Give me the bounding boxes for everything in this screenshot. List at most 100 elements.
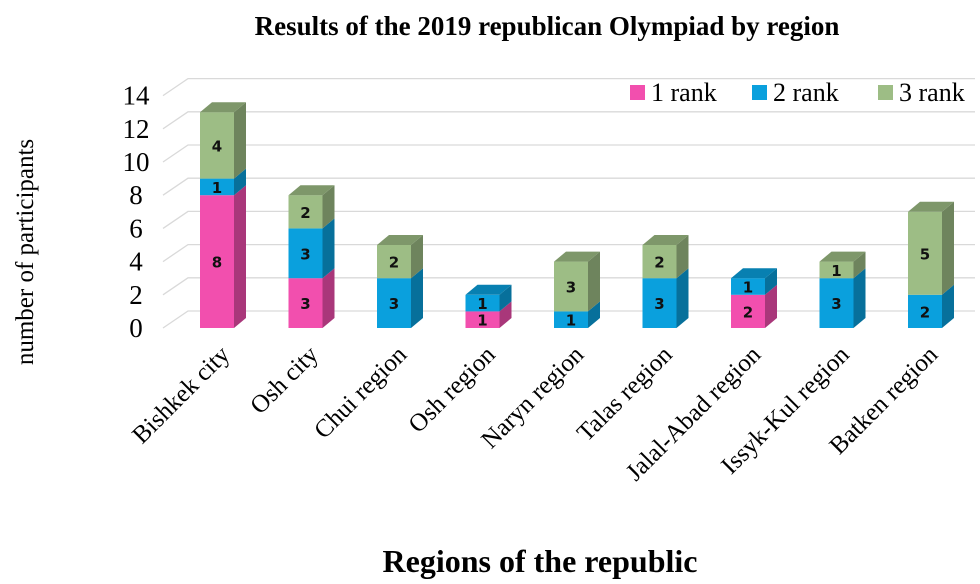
bar-talas-region-3-rank	[642, 245, 677, 279]
data-label-osh-city-2-rank: 3	[300, 245, 310, 263]
legend-label-2-rank: 2 rank	[773, 78, 839, 107]
bar-naryn-region-3-rank-top	[554, 251, 600, 262]
gridlines	[162, 77, 975, 329]
gridline-10	[162, 144, 975, 163]
bar-chui-region-3-rank	[377, 245, 411, 279]
bar-talas-region-2-rank-side	[676, 268, 689, 328]
y-axis-label: number of participants	[12, 139, 39, 365]
data-label-naryn-region-3-rank: 3	[566, 279, 576, 297]
x-tick-bishkek-city: Bishkek city	[127, 341, 235, 449]
bar-batken-region-3-rank	[908, 211, 942, 295]
bar-batken-region-2-rank	[908, 294, 942, 328]
y-tick-6: 6	[129, 213, 143, 243]
bar-osh-region-2-rank-side	[499, 284, 512, 312]
data-label-jalal-abad-region-1-rank: 2	[743, 303, 753, 321]
gridline-4	[162, 243, 975, 263]
bar-jalal-abad-region-2-rank-top	[731, 268, 777, 279]
data-label-talas-region-3-rank: 2	[654, 254, 664, 272]
gridline-12	[162, 111, 975, 130]
bar-osh-region-1-rank-side	[499, 301, 512, 328]
data-label-bishkek-city-2-rank: 1	[212, 179, 222, 197]
gridline-6	[162, 210, 975, 229]
chart-title: Results of the 2019 republican Olympiad …	[255, 11, 840, 41]
data-label-bishkek-city-1-rank: 8	[212, 254, 222, 272]
bar-group-issyk-kul-region: 31	[819, 251, 866, 328]
data-label-naryn-region-2-rank: 1	[566, 312, 576, 330]
bar-osh-region-1-rank	[465, 311, 500, 328]
data-label-osh-region-1-rank: 1	[477, 312, 487, 330]
data-label-issyk-kul-region-2-rank: 3	[831, 295, 841, 313]
bar-jalal-abad-region-2-rank-side	[765, 268, 777, 295]
data-label-osh-region-2-rank: 1	[477, 295, 487, 313]
legend-label-1-rank: 1 rank	[651, 78, 717, 107]
y-tick-10: 10	[123, 147, 150, 177]
data-label-osh-city-3-rank: 2	[300, 204, 310, 222]
y-tick-12: 12	[123, 114, 150, 144]
bar-jalal-abad-region-1-rank	[731, 294, 765, 328]
bar-osh-city-1-rank-side	[322, 268, 335, 328]
y-tick-4: 4	[129, 247, 143, 277]
bar-bishkek-city-3-rank-top	[200, 102, 246, 113]
bar-group-osh-city: 3 3 2	[288, 185, 335, 328]
data-label-issyk-kul-region-3-rank: 1	[831, 262, 841, 280]
bar-bishkek-city-3-rank-side	[234, 102, 246, 179]
bar-jalal-abad-region-2-rank	[731, 278, 765, 295]
bar-issyk-kul-region-3-rank-top	[819, 251, 866, 262]
data-label-bishkek-city-3-rank: 4	[212, 137, 222, 155]
bar-osh-region-2-rank-top	[465, 284, 512, 295]
x-tick-chui-region: Chui region	[309, 341, 412, 444]
legend: 1 rank 2 rank 3 rank	[630, 78, 965, 107]
gridline-14	[162, 77, 975, 97]
bar-batken-region-3-rank-top	[908, 201, 954, 212]
bar-group-talas-region: 32	[642, 235, 689, 328]
bar-naryn-region-2-rank-side	[588, 301, 600, 328]
bar-group-batken-region: 25	[908, 201, 954, 328]
legend-label-3-rank: 3 rank	[899, 78, 965, 107]
bar-issyk-kul-region-3-rank-side	[853, 251, 866, 279]
bar-chui-region-2-rank-side	[411, 268, 423, 328]
bar-group-naryn-region: 13	[554, 251, 600, 330]
x-axis-label: Regions of the republic	[383, 543, 698, 579]
bar-naryn-region-3-rank	[554, 261, 588, 312]
bar-osh-city-3-rank-top	[288, 185, 335, 196]
bar-group-jalal-abad-region: 21	[731, 268, 777, 328]
bar-talas-region-2-rank	[642, 278, 677, 328]
gridline-2	[162, 277, 975, 296]
legend-swatch-3-rank	[878, 85, 893, 100]
bar-group-bishkek-city: 8 1 4	[200, 102, 246, 328]
bar-osh-city-1-rank	[288, 278, 323, 328]
bar-chui-region-2-rank	[377, 278, 411, 328]
bar-group-chui-region: 32	[377, 235, 423, 328]
data-label-batken-region-3-rank: 5	[920, 245, 930, 263]
y-tick-8: 8	[129, 180, 143, 210]
bar-bishkek-city-1-rank-side	[234, 185, 246, 328]
bar-issyk-kul-region-3-rank	[819, 261, 854, 279]
x-tick-osh-city: Osh city	[245, 341, 324, 420]
bar-osh-region-2-rank	[465, 294, 500, 312]
data-label-chui-region-2-rank: 3	[389, 295, 399, 313]
bar-issyk-kul-region-2-rank	[819, 278, 854, 328]
bar-osh-city-2-rank	[288, 228, 323, 279]
bar-chui-region-3-rank-top	[377, 235, 423, 245]
bar-bishkek-city-2-rank-side	[234, 168, 246, 196]
data-label-chui-region-3-rank: 2	[389, 254, 399, 272]
bar-naryn-region-3-rank-side	[588, 251, 600, 312]
bar-bishkek-city-1-rank	[200, 195, 234, 328]
y-tick-0: 0	[129, 313, 143, 343]
bar-batken-region-2-rank-side	[942, 284, 954, 328]
bar-osh-city-3-rank-side	[322, 185, 335, 229]
y-tick-2: 2	[129, 280, 143, 310]
bar-group-osh-region: 11	[465, 284, 512, 330]
bar-naryn-region-2-rank	[554, 311, 588, 328]
data-label-jalal-abad-region-2-rank: 1	[743, 279, 753, 297]
bar-batken-region-3-rank-side	[942, 201, 954, 295]
bar-osh-city-3-rank	[288, 195, 323, 229]
bar-chui-region-3-rank-side	[411, 235, 423, 279]
bar-talas-region-3-rank-top	[642, 235, 689, 245]
gridline-0	[162, 310, 975, 329]
bar-bishkek-city-3-rank	[200, 112, 234, 179]
